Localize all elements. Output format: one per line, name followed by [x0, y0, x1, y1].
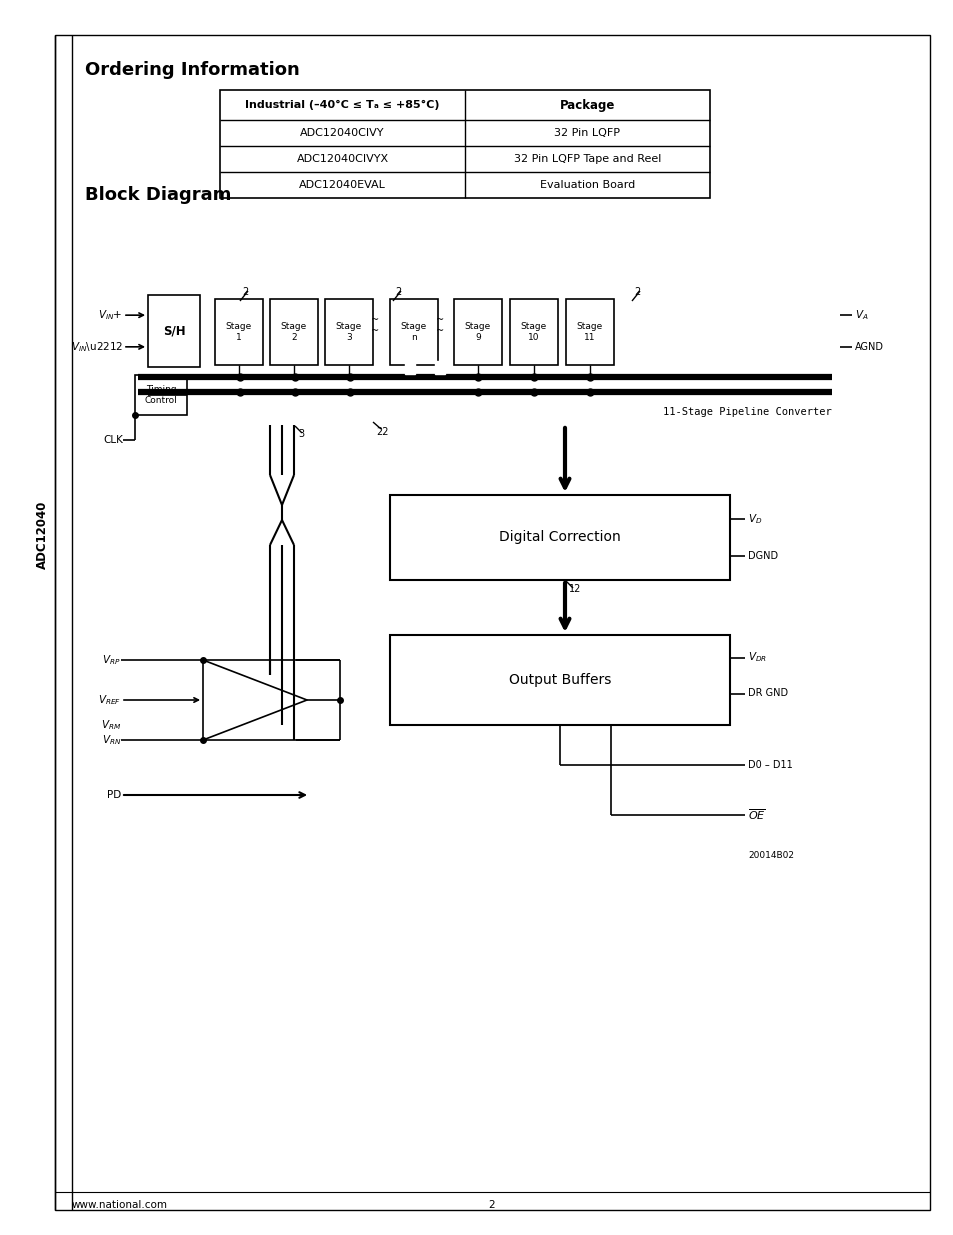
Text: Stage
3: Stage 3: [335, 322, 362, 342]
Text: PD: PD: [107, 790, 121, 800]
Text: $V_D$: $V_D$: [747, 511, 761, 526]
Text: 32 Pin LQFP: 32 Pin LQFP: [554, 128, 619, 138]
Text: S/H: S/H: [163, 325, 185, 337]
Bar: [325, 299, 373, 366]
Text: 12: 12: [568, 584, 580, 594]
Text: Stage
9: Stage 9: [464, 322, 491, 342]
Bar: [130, 235, 840, 425]
Text: 11-Stage Pipeline Converter: 11-Stage Pipeline Converter: [662, 408, 831, 417]
Text: Timing
Control: Timing Control: [145, 385, 177, 405]
Text: $V_{DR}$: $V_{DR}$: [747, 651, 766, 664]
Text: AGND: AGND: [854, 342, 883, 352]
Bar: [214, 299, 263, 366]
Text: ~
~: ~ ~: [436, 315, 443, 336]
Text: Digital Correction: Digital Correction: [498, 531, 620, 545]
Text: ADC12040: ADC12040: [35, 501, 49, 569]
Text: Industrial (–40°C ≤ Tₐ ≤ +85°C): Industrial (–40°C ≤ Tₐ ≤ +85°C): [245, 100, 439, 110]
Text: $\overline{OE}$: $\overline{OE}$: [747, 808, 765, 823]
Text: $V_A$: $V_A$: [854, 309, 867, 322]
Text: 2: 2: [395, 287, 400, 296]
Text: Block Diagram: Block Diagram: [85, 186, 232, 204]
Text: ~
~: ~ ~: [371, 315, 378, 336]
Text: $V_{IN}$+: $V_{IN}$+: [98, 309, 123, 322]
Bar: [390, 495, 729, 580]
Text: Evaluation Board: Evaluation Board: [539, 180, 635, 190]
Text: ADC12040CIVYX: ADC12040CIVYX: [296, 154, 388, 164]
Text: Ordering Information: Ordering Information: [85, 61, 299, 79]
Bar: [135, 375, 187, 415]
Text: $V_{RP}$: $V_{RP}$: [102, 653, 121, 667]
Text: 22: 22: [375, 427, 388, 437]
Text: Stage
n: Stage n: [400, 322, 427, 342]
Bar: [390, 635, 729, 725]
Text: 2: 2: [633, 287, 639, 296]
Text: 3: 3: [297, 429, 304, 438]
Text: DGND: DGND: [747, 551, 778, 561]
Bar: [220, 90, 709, 198]
Text: DR GND: DR GND: [747, 688, 787, 699]
Text: Stage
1: Stage 1: [226, 322, 252, 342]
Bar: [270, 299, 317, 366]
Text: 2: 2: [488, 1200, 495, 1210]
Text: $V_{RM}$: $V_{RM}$: [101, 718, 121, 732]
Text: ~: ~: [404, 361, 415, 374]
Bar: [390, 299, 437, 366]
Text: $V_{IN}$\u2212: $V_{IN}$\u2212: [71, 340, 123, 353]
Text: 20014B02: 20014B02: [747, 851, 793, 860]
Text: Stage
2: Stage 2: [280, 322, 307, 342]
Text: 32 Pin LQFP Tape and Reel: 32 Pin LQFP Tape and Reel: [514, 154, 660, 164]
Text: Output Buffers: Output Buffers: [508, 673, 611, 687]
Text: Stage
10: Stage 10: [520, 322, 547, 342]
Text: www.national.com: www.national.com: [71, 1200, 168, 1210]
Text: ADC12040CIVY: ADC12040CIVY: [300, 128, 384, 138]
Text: D0 – D11: D0 – D11: [747, 760, 792, 769]
Text: $V_{RN}$: $V_{RN}$: [102, 734, 121, 747]
Text: Package: Package: [559, 99, 615, 111]
Bar: [565, 299, 614, 366]
Text: 2: 2: [242, 287, 248, 296]
Text: CLK: CLK: [103, 435, 123, 445]
Bar: [454, 299, 501, 366]
Bar: [510, 299, 558, 366]
Text: ~: ~: [435, 361, 445, 374]
Text: $V_{REF}$: $V_{REF}$: [98, 693, 121, 706]
Text: Stage
11: Stage 11: [577, 322, 602, 342]
Text: ADC12040EVAL: ADC12040EVAL: [298, 180, 386, 190]
Bar: [148, 295, 200, 367]
